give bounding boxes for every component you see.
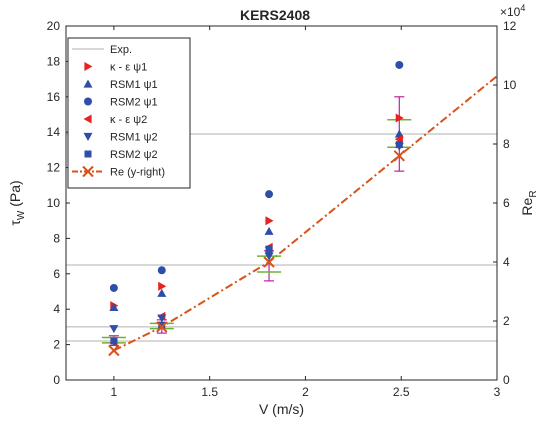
y-right-axis-label: ReR xyxy=(519,190,539,215)
legend-label: Re (y-right) xyxy=(110,167,165,179)
x-stroke xyxy=(156,321,168,333)
legend-label: Exp. xyxy=(110,44,132,56)
y-left-tick-label: 6 xyxy=(53,267,60,281)
series-5-point xyxy=(264,252,274,261)
y-left-axis-label: τW (Pa) xyxy=(7,180,27,225)
y-left-tick-label: 20 xyxy=(47,19,61,33)
series-2-point xyxy=(157,288,167,297)
y-left-tick-label: 10 xyxy=(47,196,61,210)
x-tick-label: 1 xyxy=(111,385,118,399)
series-2-point xyxy=(264,226,274,235)
legend-symbol-series-2 xyxy=(83,79,93,88)
series-3-point xyxy=(109,283,118,292)
legend-symbol-series-1 xyxy=(84,62,93,71)
x-stroke xyxy=(108,344,120,357)
series-6-point xyxy=(265,245,273,253)
y-left-tick-label: 4 xyxy=(53,302,60,316)
series-1-point xyxy=(158,281,167,291)
series-1-point xyxy=(395,113,404,123)
y-left-tick-label: 18 xyxy=(47,54,61,68)
series-2-point xyxy=(109,302,119,312)
series-1-point xyxy=(265,216,274,226)
legend: Exp. κ - ε ψ1 RSM1 ψ1 RSM2 ψ1 κ - ε ψ2 RSM1 ψ… xyxy=(67,37,191,189)
re-point xyxy=(393,150,406,162)
legend-label: κ - ε ψ1 xyxy=(110,62,147,74)
y-left-tick-label: 0 xyxy=(53,373,60,387)
y-right-tick-label: 12 xyxy=(503,19,517,33)
re-point xyxy=(156,321,168,333)
y-left-label-main: τ xyxy=(7,220,23,226)
y-right-tick-label: 8 xyxy=(503,137,510,151)
y-left-tick-label: 14 xyxy=(47,125,61,139)
legend-symbol-series-6 xyxy=(84,150,92,158)
legend-box xyxy=(67,37,191,189)
exponent-base: ×10 xyxy=(500,5,521,19)
x-stroke xyxy=(263,256,275,268)
x-tick-label: 1.5 xyxy=(201,385,218,399)
re-point xyxy=(263,256,275,268)
y-right-tick-label: 6 xyxy=(503,196,510,210)
y-right-tick-label: 4 xyxy=(503,255,510,269)
y-left-tick-label: 8 xyxy=(53,231,60,245)
legend-label: κ - ε ψ2 xyxy=(110,114,147,126)
y-right-label-main: Re xyxy=(519,197,535,215)
series-5-point xyxy=(109,325,119,334)
series-5-point xyxy=(157,314,167,323)
legend-symbol-series-5 xyxy=(83,132,93,141)
y-left-tick-label: 2 xyxy=(53,338,60,352)
exponent-power: 4 xyxy=(520,3,525,13)
y-right-tick-label: 0 xyxy=(503,373,510,387)
legend-symbol-re-marker xyxy=(82,165,94,178)
series-6-point xyxy=(110,337,118,345)
y-right-tick-label: 2 xyxy=(503,314,510,328)
y-right-exponent: ×104 xyxy=(500,3,525,19)
series-markers xyxy=(108,60,406,357)
legend-label: RSM1 ψ1 xyxy=(110,79,158,91)
x-tick-label: 2 xyxy=(302,385,309,399)
re-point xyxy=(108,344,120,357)
legend-label: RSM2 ψ2 xyxy=(110,149,158,161)
legend-symbol-series-4 xyxy=(83,114,92,124)
x-stroke xyxy=(393,150,406,162)
x-stroke xyxy=(82,165,94,178)
y-left-tick-label: 12 xyxy=(47,161,61,175)
series-3-point xyxy=(395,60,404,69)
series-3-point xyxy=(265,190,274,199)
legend-label: RSM1 ψ2 xyxy=(110,132,158,144)
series-3-point xyxy=(157,266,166,275)
x-tick-label: 2.5 xyxy=(393,385,410,399)
y-left-tick-label: 16 xyxy=(47,90,61,104)
x-tick-label: 3 xyxy=(494,385,501,399)
legend-symbol-series-3 xyxy=(84,97,92,106)
series-6-point xyxy=(158,321,166,329)
x-axis-label: V (m/s) xyxy=(259,401,304,417)
y-right-tick-label: 10 xyxy=(503,78,517,92)
y-left-label-sub: W xyxy=(16,210,27,220)
chart-title: KERS2408 xyxy=(240,7,310,23)
series-6-point xyxy=(395,141,403,149)
legend-label: RSM2 ψ1 xyxy=(110,97,158,109)
y-left-label-unit: (Pa) xyxy=(7,180,23,210)
y-right-label-sub: R xyxy=(528,190,539,197)
